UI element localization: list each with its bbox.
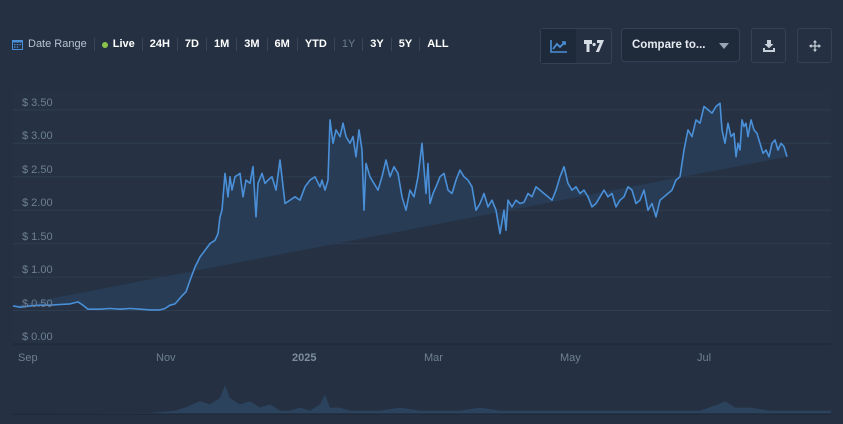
x-tick-label: Mar — [424, 352, 443, 364]
range-selector: Date Range Live 24H 7D 1M 3M 6M YTD 1Y 3… — [12, 38, 456, 51]
move-arrows-icon — [808, 39, 821, 52]
x-tick-label: Jul — [697, 352, 712, 364]
range-all[interactable]: ALL — [419, 38, 455, 51]
range-3m[interactable]: 3M — [236, 38, 266, 51]
date-range-button[interactable]: Date Range — [12, 38, 94, 51]
price-area-fill — [13, 103, 787, 310]
y-tick-label: $ 1.00 — [22, 264, 53, 277]
chart-toolbar: Date Range Live 24H 7D 1M 3M 6M YTD 1Y 3… — [0, 28, 843, 64]
tradingview-icon — [583, 40, 604, 52]
x-tick-label: May — [560, 352, 581, 364]
compare-dropdown[interactable]: Compare to... — [621, 28, 740, 62]
range-ytd[interactable]: YTD — [296, 38, 334, 51]
live-label: Live — [112, 38, 135, 50]
y-tick-label: $ 2.00 — [22, 197, 53, 210]
range-3y[interactable]: 3Y — [362, 38, 390, 51]
y-tick-label: $ 2.50 — [22, 163, 53, 176]
price-line — [12, 102, 788, 311]
range-1m[interactable]: 1M — [205, 38, 236, 51]
date-range-label: Date Range — [28, 38, 87, 50]
caret-down-icon — [719, 43, 729, 49]
y-tick-label: $ 1.50 — [22, 230, 53, 243]
y-tick-label: $ 3.50 — [22, 96, 53, 109]
x-tick-label: 2025 — [292, 352, 317, 364]
tradingview-button[interactable] — [576, 29, 611, 63]
range-1y[interactable]: 1Y — [333, 38, 362, 51]
calendar-icon — [12, 40, 23, 50]
x-tick-label: Sep — [18, 352, 38, 364]
download-button[interactable] — [751, 28, 786, 63]
fullscreen-button[interactable] — [797, 28, 832, 63]
line-chart-icon — [549, 40, 567, 53]
live-dot-icon — [101, 41, 108, 48]
y-tick-label: $ 0.50 — [22, 297, 53, 310]
volume-area — [13, 385, 831, 414]
range-24h[interactable]: 24H — [141, 38, 177, 51]
download-icon — [762, 39, 775, 52]
line-view-button[interactable] — [541, 29, 576, 63]
range-6m[interactable]: 6M — [266, 38, 297, 51]
chart-type-toggle — [540, 28, 612, 64]
range-5y[interactable]: 5Y — [390, 38, 419, 51]
y-tick-label: $ 3.00 — [22, 130, 53, 143]
x-tick-label: Nov — [156, 352, 176, 364]
live-button[interactable]: Live — [93, 38, 142, 51]
compare-label: Compare to... — [632, 39, 706, 51]
y-tick-label: $ 0.00 — [22, 331, 53, 343]
range-7d[interactable]: 7D — [176, 38, 206, 51]
